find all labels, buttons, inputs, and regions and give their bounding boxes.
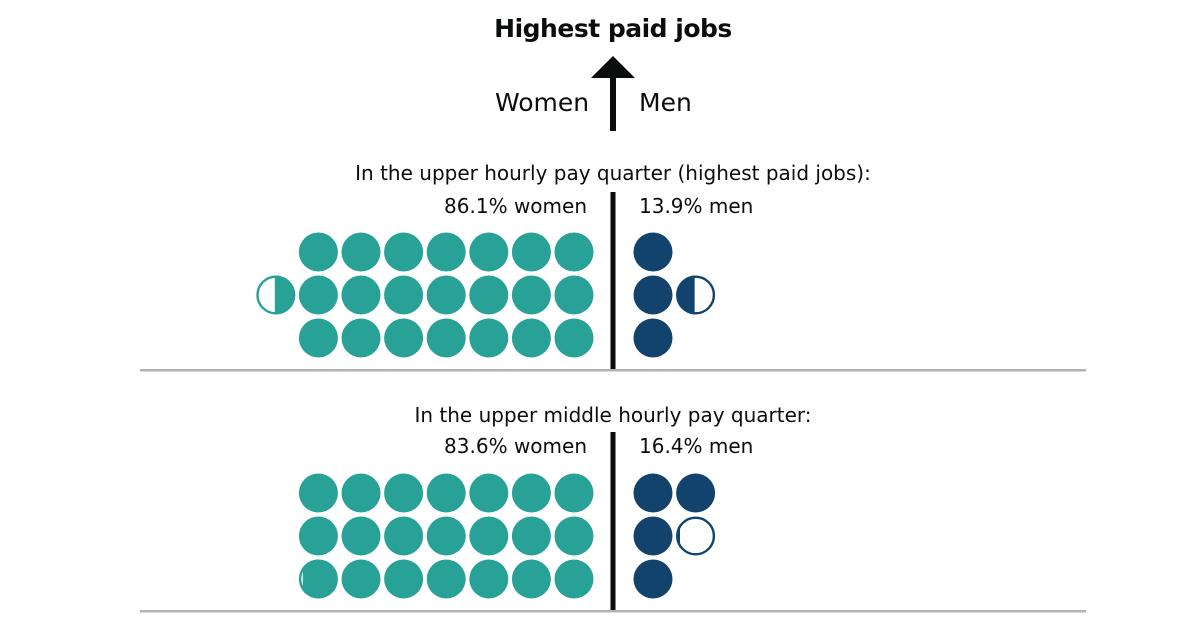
q2-women-circle-0 bbox=[554, 473, 594, 513]
quarter-2-caption: In the upper middle hourly pay quarter: bbox=[414, 403, 812, 427]
q1-women-circle-13 bbox=[384, 275, 424, 315]
q1-women-circle-10 bbox=[426, 275, 466, 315]
q2-women-circle-13 bbox=[384, 516, 424, 556]
q1-men-circle-partial bbox=[676, 275, 716, 315]
q1-women-circle-3 bbox=[511, 232, 551, 272]
q1-women-circle-12 bbox=[384, 232, 424, 272]
q2-women-circle-4 bbox=[511, 516, 551, 556]
q2-women-circle-16 bbox=[341, 516, 381, 556]
q2-men-circle-2 bbox=[633, 559, 673, 599]
q2-women-circle-partial bbox=[298, 559, 338, 599]
q1-women-circle-5 bbox=[511, 318, 551, 358]
q1-women-circle-16 bbox=[341, 275, 381, 315]
q2-women-circle-1 bbox=[554, 516, 594, 556]
q1-separator-rule bbox=[140, 369, 1086, 372]
q1-women-circle-17 bbox=[341, 318, 381, 358]
q2-men-circle-0 bbox=[633, 473, 673, 513]
q1-women-circle-8 bbox=[469, 318, 509, 358]
q1-women-circle-partial bbox=[256, 275, 296, 315]
q2-women-circle-19 bbox=[298, 516, 338, 556]
q2-men-circle-3 bbox=[676, 473, 716, 513]
q1-divider-line bbox=[610, 192, 616, 370]
q2-women-circle-7 bbox=[469, 516, 509, 556]
q2-women-circle-8 bbox=[469, 559, 509, 599]
q1-women-circle-18 bbox=[298, 232, 338, 272]
q2-separator-rule bbox=[140, 610, 1086, 613]
q2-women-circle-11 bbox=[426, 559, 466, 599]
q2-divider-line bbox=[610, 432, 616, 610]
men-side-label: Men bbox=[639, 88, 692, 117]
up-arrow-icon bbox=[591, 56, 635, 131]
q1-women-circle-7 bbox=[469, 275, 509, 315]
q1-women-circle-19 bbox=[298, 275, 338, 315]
quarter-2-women-pct: 83.6% women bbox=[444, 434, 587, 458]
q2-women-circle-15 bbox=[341, 473, 381, 513]
q2-women-circle-5 bbox=[511, 559, 551, 599]
quarter-1-women-pct: 86.1% women bbox=[444, 194, 587, 218]
q2-women-circle-17 bbox=[341, 559, 381, 599]
q2-men-circle-1 bbox=[633, 516, 673, 556]
q2-men-circle-partial bbox=[676, 516, 716, 556]
q1-women-circle-20 bbox=[298, 318, 338, 358]
q2-women-circle-9 bbox=[426, 473, 466, 513]
quarter-1-men-pct: 13.9% men bbox=[639, 194, 754, 218]
q1-women-circle-0 bbox=[554, 232, 594, 272]
quarter-1-caption: In the upper hourly pay quarter (highest… bbox=[355, 161, 871, 185]
q1-men-circle-1 bbox=[633, 275, 673, 315]
q1-women-circle-1 bbox=[554, 275, 594, 315]
women-side-label: Women bbox=[495, 88, 590, 117]
q1-women-circle-4 bbox=[511, 275, 551, 315]
q1-women-circle-6 bbox=[469, 232, 509, 272]
quarter-2-men-pct: 16.4% men bbox=[639, 434, 754, 458]
chart-title: Highest paid jobs bbox=[494, 14, 732, 43]
q1-women-circle-11 bbox=[426, 318, 466, 358]
q2-women-circle-6 bbox=[469, 473, 509, 513]
q2-women-circle-18 bbox=[298, 473, 338, 513]
q1-women-circle-15 bbox=[341, 232, 381, 272]
q1-women-circle-9 bbox=[426, 232, 466, 272]
q1-women-circle-2 bbox=[554, 318, 594, 358]
q2-women-circle-10 bbox=[426, 516, 466, 556]
q1-men-circle-2 bbox=[633, 318, 673, 358]
q2-women-circle-3 bbox=[511, 473, 551, 513]
q2-women-circle-14 bbox=[384, 559, 424, 599]
q2-women-circle-2 bbox=[554, 559, 594, 599]
q1-men-circle-0 bbox=[633, 232, 673, 272]
q1-women-circle-14 bbox=[384, 318, 424, 358]
q2-women-circle-12 bbox=[384, 473, 424, 513]
